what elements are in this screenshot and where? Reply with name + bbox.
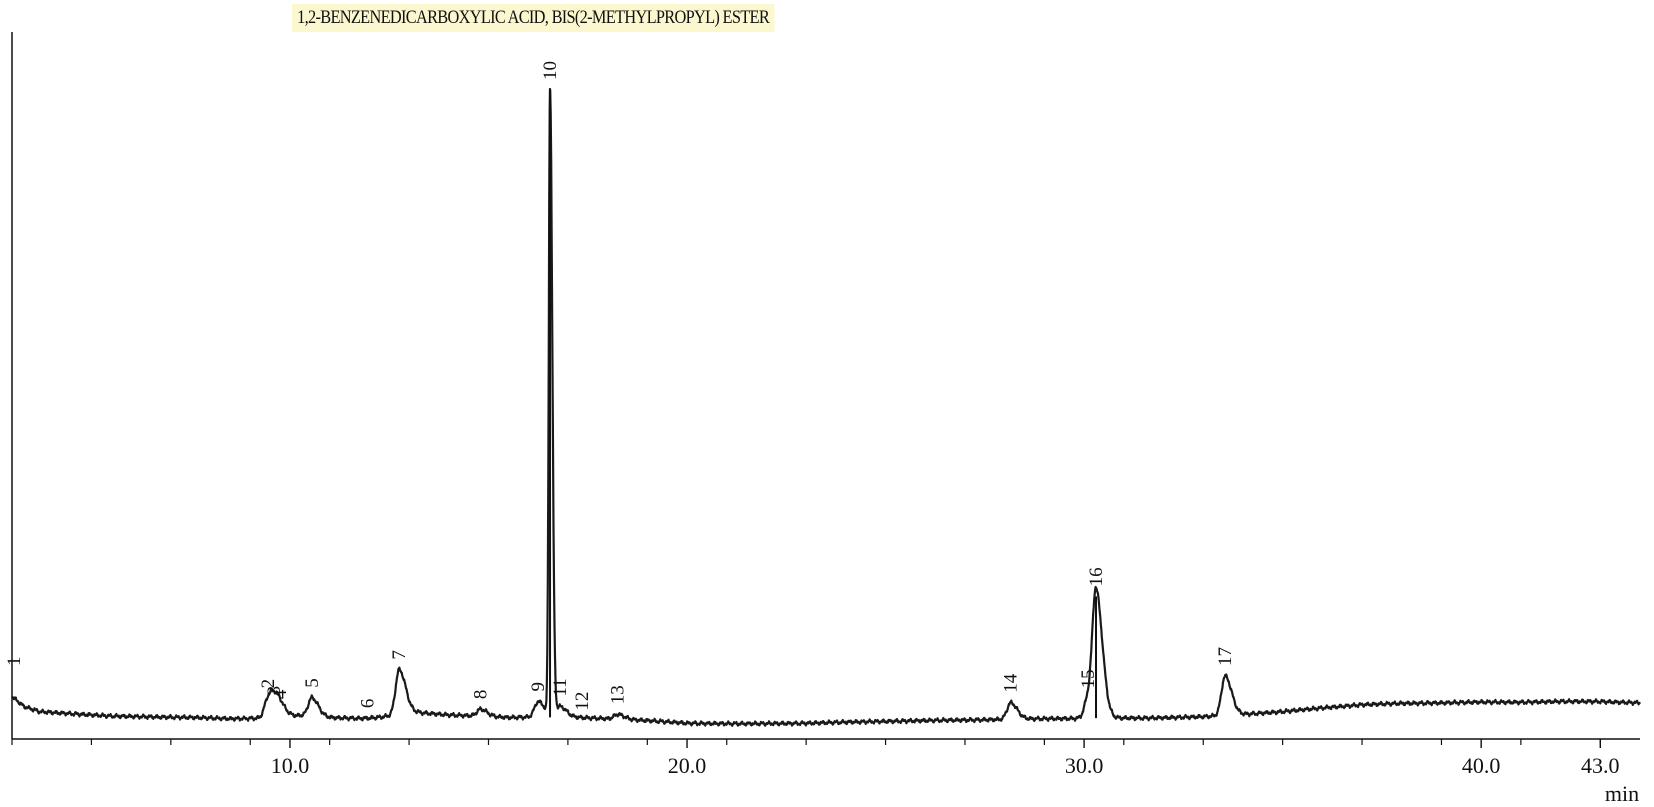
chart-title: 1,2-BENZENEDICARBOXYLIC ACID, BIS(2-METH… [292,4,775,32]
peak-label-8: 8 [471,690,492,700]
peak-label-7: 7 [389,650,410,660]
peak-label-17: 17 [1215,647,1236,666]
x-tick-label: 40.0 [1462,753,1501,778]
x-tick-label: 20.0 [668,753,707,778]
peak-label-14: 14 [1001,673,1022,693]
peak-label-2: 2 [258,679,279,689]
peak-lines [549,90,1098,719]
peak-label-4: 4 [270,689,291,699]
peak-label-9: 9 [528,682,549,692]
peak-label-16: 16 [1086,567,1107,586]
peak-label-13: 13 [608,685,629,704]
x-ticks: 10.0 20.0 30.0 40.0 43.0 [11,739,1620,778]
peak-label-3: 3 [264,686,285,696]
x-tick-label: 43.0 [1581,753,1620,778]
chromatogram-trace [11,87,1641,727]
x-axis-label: min [1605,781,1639,806]
peak-label-10: 10 [540,61,561,80]
peak-label-5: 5 [302,678,323,688]
peak-label-1: 1 [4,657,25,667]
axes [11,32,1640,740]
peak-label-6: 6 [357,699,378,709]
x-tick-label: 30.0 [1065,753,1104,778]
peak-label-12: 12 [572,692,593,711]
peak-label-15: 15 [1078,669,1099,688]
x-tick-label: 10.0 [271,753,310,778]
peak-label-11: 11 [550,678,571,696]
